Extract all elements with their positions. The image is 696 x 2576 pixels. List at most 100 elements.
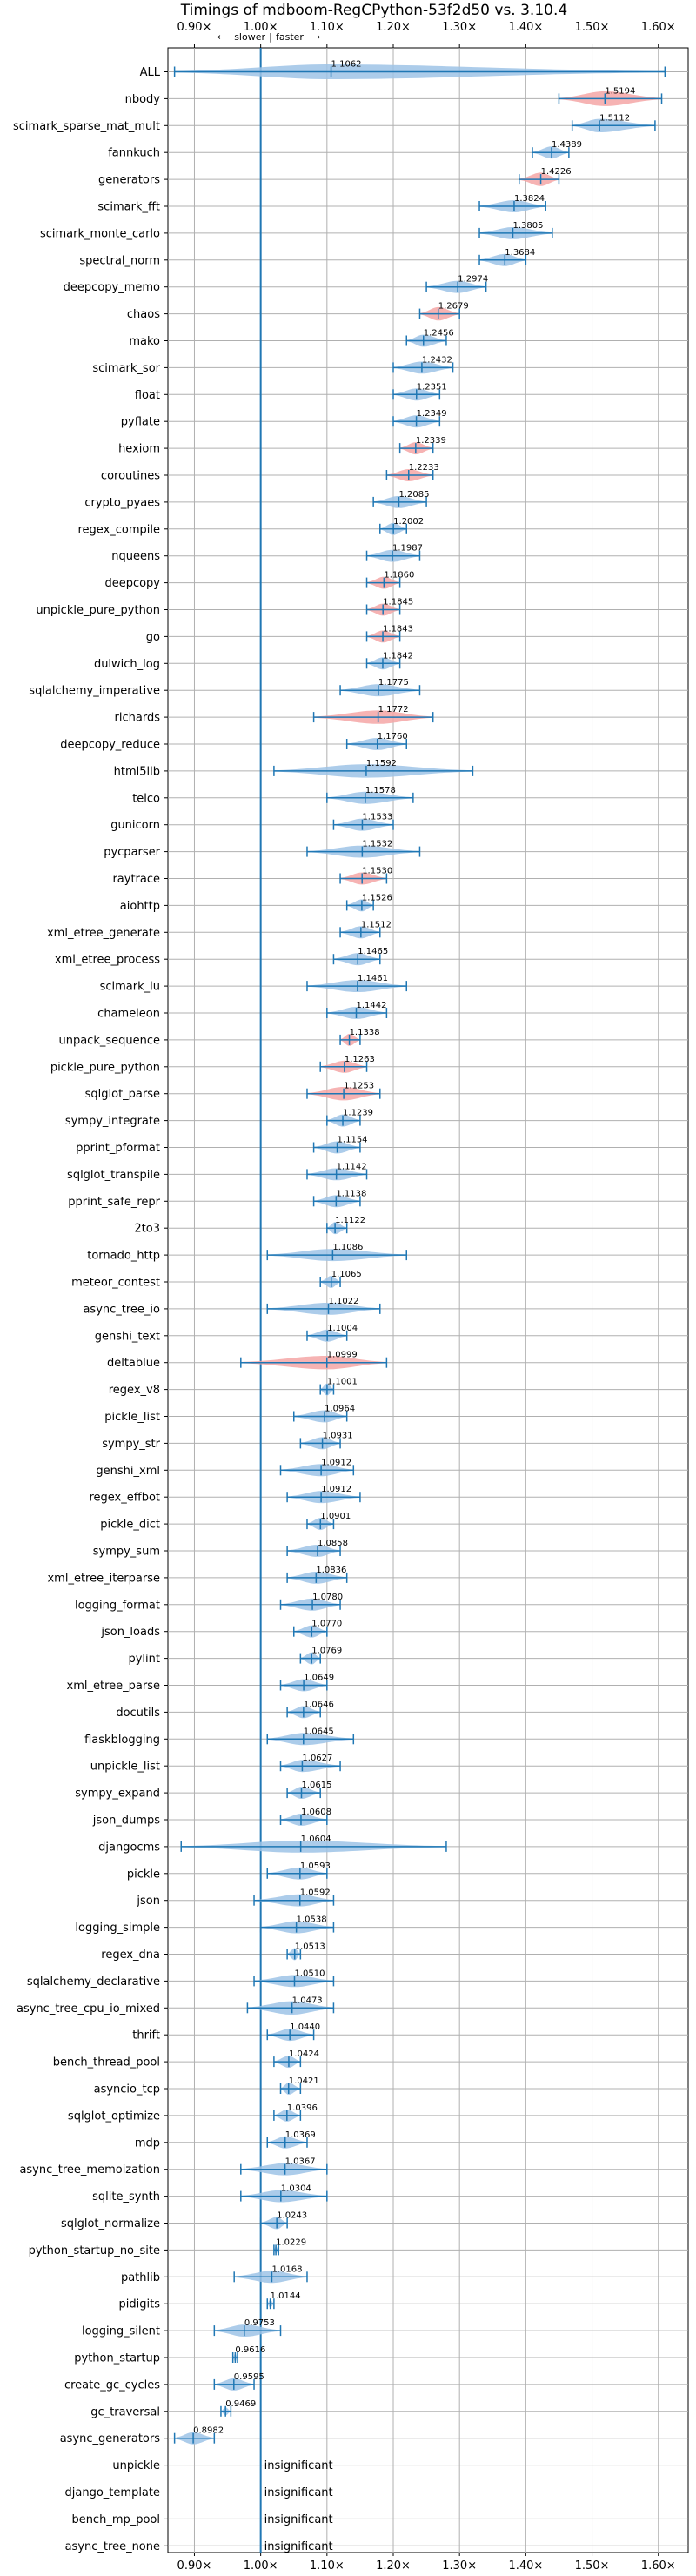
category-label: scimark_sor: [92, 362, 160, 375]
category-label: docutils: [116, 1707, 160, 1720]
plot-frame: [167, 47, 689, 2553]
value-label: 1.0615: [301, 1781, 331, 1790]
category-label: logging_silent: [82, 2325, 160, 2338]
value-label: 1.4226: [541, 167, 572, 177]
value-label: 1.1022: [329, 1297, 359, 1306]
category-label: genshi_xml: [96, 1465, 160, 1478]
value-label: 1.0999: [327, 1351, 358, 1360]
value-label: 1.1533: [362, 813, 392, 822]
category-label: sqlglot_normalize: [61, 2217, 160, 2231]
value-label: 1.1842: [383, 651, 413, 661]
category-label: django_template: [65, 2486, 160, 2499]
category-label: scimark_fft: [97, 201, 160, 214]
value-label: 1.3824: [514, 194, 545, 204]
category-label: pickle_dict: [100, 1519, 160, 1532]
value-label: 1.0769: [311, 1647, 342, 1656]
value-label: 1.1253: [344, 1082, 374, 1091]
category-label: xml_etree_process: [55, 954, 160, 967]
category-label: unpickle_list: [90, 1761, 160, 1774]
insignificant-label: insignificant: [264, 2540, 333, 2553]
value-label: 1.0608: [301, 1808, 331, 1817]
category-label: sympy_expand: [75, 1788, 160, 1801]
value-label: 1.0931: [323, 1431, 353, 1440]
category-label: sqlite_synth: [92, 2190, 160, 2204]
value-label: 1.1512: [361, 920, 392, 929]
value-label: 1.1263: [345, 1055, 375, 1064]
x-tick-label-top: 1.50×: [575, 21, 610, 34]
category-label: pprint_safe_repr: [68, 1196, 160, 1209]
value-label: 1.2233: [409, 463, 439, 473]
value-label: 1.1592: [366, 759, 397, 768]
value-label: 1.0770: [311, 1620, 342, 1629]
category-label: json_loads: [100, 1626, 160, 1639]
category-label: sqlglot_parse: [85, 1088, 160, 1101]
value-label: 1.0912: [321, 1485, 351, 1494]
category-label: async_tree_none: [65, 2540, 160, 2553]
value-label: 1.0780: [312, 1593, 343, 1602]
value-label: 1.0964: [325, 1405, 355, 1414]
category-label: unpack_sequence: [58, 1034, 160, 1047]
value-label: 1.1239: [343, 1109, 373, 1118]
category-label: raytrace: [112, 873, 160, 886]
category-label: python_startup: [74, 2352, 160, 2365]
category-label: mdp: [135, 2137, 160, 2150]
value-label: 1.0243: [277, 2211, 307, 2221]
value-label: 1.0912: [321, 1458, 351, 1467]
value-label: 1.2456: [424, 329, 454, 339]
category-label: deepcopy: [104, 577, 160, 590]
value-label: 1.2351: [417, 382, 447, 392]
value-label: 1.0144: [271, 2291, 301, 2301]
value-label: 1.1338: [350, 1028, 380, 1037]
category-label: pickle_pure_python: [50, 1061, 160, 1074]
category-label: deltablue: [107, 1357, 160, 1370]
x-tick-label-bottom: 1.00×: [244, 2559, 278, 2573]
category-label: pickle_list: [104, 1411, 160, 1424]
value-label: 1.2349: [417, 409, 447, 419]
value-label: 0.9469: [225, 2399, 256, 2409]
category-label: scimark_monte_carlo: [40, 227, 160, 240]
value-label: 1.0440: [290, 2023, 320, 2032]
value-label: 1.0369: [285, 2130, 316, 2140]
value-label: 1.1065: [331, 1270, 362, 1279]
value-label: 1.0168: [271, 2264, 302, 2274]
value-label: 1.1578: [365, 786, 396, 795]
value-label: 1.1138: [336, 1189, 366, 1198]
category-label: fannkuch: [108, 147, 160, 160]
category-label: pprint_pformat: [76, 1142, 160, 1155]
category-label: bench_mp_pool: [71, 2513, 160, 2526]
value-label: 1.1843: [383, 624, 413, 634]
value-label: 1.0513: [295, 1942, 325, 1952]
value-label: 1.1987: [392, 544, 423, 553]
category-label: telco: [132, 792, 160, 805]
value-label: 1.3684: [505, 248, 535, 258]
category-label: create_gc_cycles: [64, 2378, 160, 2392]
x-tick-label-top: 1.30×: [442, 21, 477, 34]
category-label: logging_format: [75, 1599, 160, 1612]
plot-area: 1.1062 1.5194 1.5112 1.4389 1.4226 1.3824 1.38…: [173, 60, 666, 2553]
category-label: scimark_lu: [100, 981, 160, 994]
value-label: 1.0593: [300, 1862, 331, 1871]
category-label: asyncio_tcp: [94, 2083, 160, 2096]
value-label: 1.0645: [304, 1727, 334, 1736]
value-label: 1.0396: [287, 2103, 318, 2113]
category-label: regex_compile: [77, 523, 160, 536]
category-label: async_tree_io: [83, 1303, 160, 1316]
value-label: 1.1772: [378, 705, 409, 714]
category-label: nbody: [125, 93, 161, 106]
value-label: 1.1760: [378, 732, 408, 741]
insignificant-label: insignificant: [264, 2459, 333, 2472]
category-label: logging_simple: [75, 1922, 160, 1935]
x-tick-label-top: 1.10×: [310, 21, 345, 34]
category-label: pickle: [127, 1868, 160, 1881]
value-label: 1.1461: [358, 974, 388, 983]
category-label: chaos: [127, 308, 160, 321]
category-label: unpickle_pure_python: [36, 604, 160, 617]
category-label: scimark_sparse_mat_mult: [13, 120, 160, 133]
value-label: 1.0836: [316, 1566, 346, 1575]
category-label: sympy_integrate: [65, 1115, 160, 1128]
value-label: 1.0424: [289, 2049, 319, 2059]
category-label: pathlib: [121, 2271, 160, 2284]
value-label: 1.0367: [285, 2157, 316, 2167]
value-label: 1.0421: [289, 2076, 319, 2086]
value-label: 1.1122: [335, 1216, 365, 1225]
